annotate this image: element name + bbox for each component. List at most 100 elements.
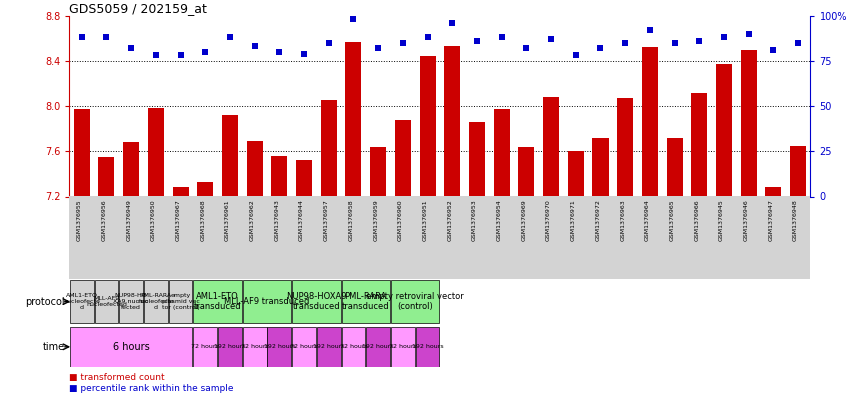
Text: GSM1376947: GSM1376947 [768, 199, 773, 241]
Bar [469, 122, 485, 196]
Text: PML-RARA
nucleofecte
d: PML-RARA nucleofecte d [137, 293, 174, 310]
Text: GSM1376971: GSM1376971 [571, 199, 576, 241]
Text: GSM1376953: GSM1376953 [472, 199, 477, 241]
Text: GSM1376954: GSM1376954 [497, 199, 502, 241]
Text: NUP98-HOXA9
transduced: NUP98-HOXA9 transduced [286, 292, 347, 311]
Bar [119, 280, 143, 323]
Bar [494, 110, 509, 196]
Text: 72 hours: 72 hours [290, 344, 318, 349]
Bar [391, 327, 415, 367]
Bar [168, 280, 192, 323]
Bar [173, 187, 189, 196]
Text: 72 hours: 72 hours [339, 344, 367, 349]
Text: PML-RARA
transduced: PML-RARA transduced [342, 292, 390, 311]
Text: protocol: protocol [25, 297, 65, 307]
Text: NUP98-HO
XA9 nucleo
fected: NUP98-HO XA9 nucleo fected [113, 293, 149, 310]
Text: GSM1376961: GSM1376961 [225, 199, 230, 241]
Text: GSM1376972: GSM1376972 [596, 199, 601, 241]
Text: 6 hours: 6 hours [113, 342, 150, 352]
Text: GSM1376959: GSM1376959 [373, 199, 378, 241]
Bar [592, 138, 608, 196]
Bar [317, 327, 341, 367]
Bar [667, 138, 683, 196]
Text: 72 hours: 72 hours [241, 344, 268, 349]
Bar [70, 280, 94, 323]
Bar [95, 280, 118, 323]
Bar [345, 42, 361, 196]
Bar [642, 48, 658, 196]
Text: GSM1376945: GSM1376945 [719, 199, 724, 241]
Text: GDS5059 / 202159_at: GDS5059 / 202159_at [69, 2, 207, 15]
Text: GSM1376943: GSM1376943 [274, 199, 279, 241]
Bar [98, 157, 114, 196]
Bar [618, 98, 633, 196]
Bar [243, 280, 291, 323]
Bar [296, 160, 312, 196]
Text: 72 hours: 72 hours [389, 344, 417, 349]
Bar [543, 97, 559, 196]
Bar [415, 327, 439, 367]
Bar [292, 327, 316, 367]
Text: GSM1376951: GSM1376951 [422, 199, 427, 241]
Text: empty retroviral vector
(control): empty retroviral vector (control) [366, 292, 464, 311]
Bar [243, 327, 266, 367]
Bar [420, 57, 436, 196]
Bar [267, 327, 291, 367]
Text: GSM1376944: GSM1376944 [299, 199, 304, 241]
Text: 192 hours: 192 hours [362, 344, 394, 349]
Text: GSM1376963: GSM1376963 [620, 199, 625, 241]
Text: MLL-AF9
nucleofected: MLL-AF9 nucleofected [86, 296, 127, 307]
Text: GSM1376948: GSM1376948 [793, 199, 798, 241]
Text: 192 hours: 192 hours [214, 344, 245, 349]
Bar [790, 146, 806, 196]
Bar [197, 182, 213, 196]
Text: GSM1376962: GSM1376962 [250, 199, 255, 241]
Bar [519, 147, 535, 196]
Text: GSM1376955: GSM1376955 [77, 199, 82, 241]
Bar [194, 280, 242, 323]
Bar [194, 327, 217, 367]
Text: GSM1376946: GSM1376946 [744, 199, 749, 241]
Text: 192 hours: 192 hours [264, 344, 295, 349]
Bar [74, 110, 90, 196]
Bar [247, 141, 262, 196]
Text: ■ percentile rank within the sample: ■ percentile rank within the sample [69, 384, 233, 393]
Text: GSM1376966: GSM1376966 [695, 199, 700, 241]
Bar [342, 280, 390, 323]
Bar [741, 50, 756, 196]
Text: GSM1376965: GSM1376965 [669, 199, 674, 241]
Bar [148, 108, 164, 196]
Bar [444, 46, 460, 196]
Bar [366, 327, 390, 367]
Bar [568, 151, 584, 196]
Bar [222, 115, 238, 196]
Bar [391, 280, 439, 323]
Bar [716, 64, 732, 196]
Text: GSM1376949: GSM1376949 [126, 199, 131, 241]
Bar [342, 327, 365, 367]
Bar [691, 93, 707, 196]
Bar [766, 187, 782, 196]
Bar [144, 280, 168, 323]
Text: AML1-ETO
transduced: AML1-ETO transduced [194, 292, 241, 311]
Text: GSM1376970: GSM1376970 [546, 199, 551, 241]
Text: 72 hours: 72 hours [191, 344, 219, 349]
Text: GSM1376960: GSM1376960 [398, 199, 403, 241]
Text: GSM1376956: GSM1376956 [102, 199, 107, 241]
Text: GSM1376958: GSM1376958 [349, 199, 354, 241]
Text: AML1-ETO
nucleofecte
d: AML1-ETO nucleofecte d [63, 293, 100, 310]
Text: GSM1376957: GSM1376957 [324, 199, 329, 241]
Bar [272, 156, 288, 196]
Text: time: time [43, 342, 65, 352]
Bar [321, 101, 337, 196]
Text: 192 hours: 192 hours [313, 344, 344, 349]
Bar [395, 120, 411, 196]
Text: GSM1376967: GSM1376967 [175, 199, 180, 241]
Text: GSM1376964: GSM1376964 [645, 199, 650, 241]
Bar [371, 147, 386, 196]
Text: MLL-AF9 transduced: MLL-AF9 transduced [224, 297, 310, 306]
Text: GSM1376950: GSM1376950 [151, 199, 156, 241]
Bar [292, 280, 341, 323]
Text: ■ transformed count: ■ transformed count [69, 373, 165, 382]
Text: GSM1376952: GSM1376952 [448, 199, 453, 241]
